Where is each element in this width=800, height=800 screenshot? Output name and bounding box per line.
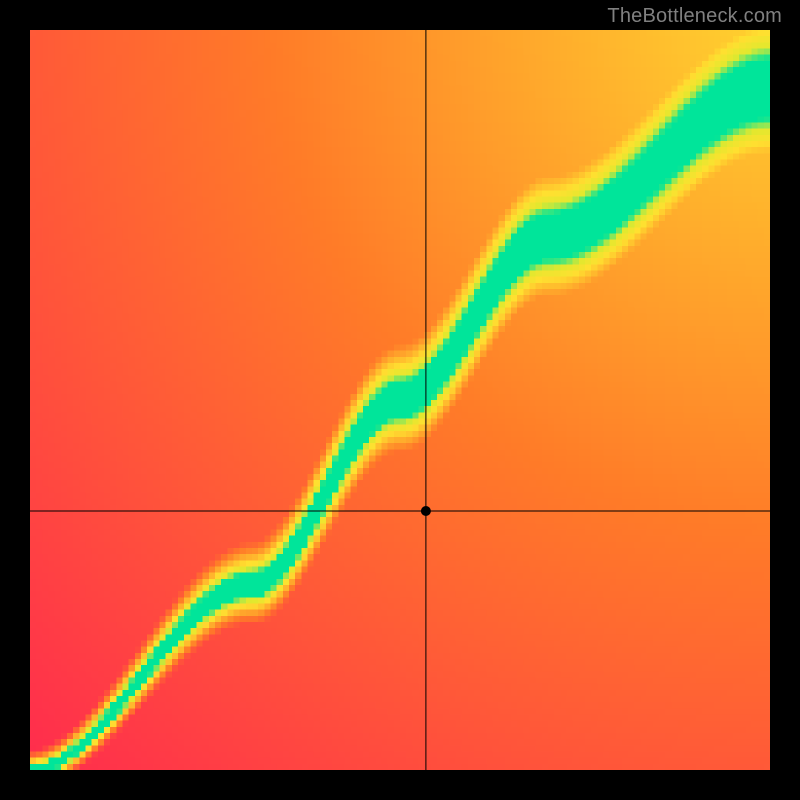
crosshair-marker [421, 506, 431, 516]
crosshair-overlay [30, 30, 770, 770]
watermark-text: TheBottleneck.com [607, 5, 782, 28]
chart-container: TheBottleneck.com [0, 0, 800, 800]
